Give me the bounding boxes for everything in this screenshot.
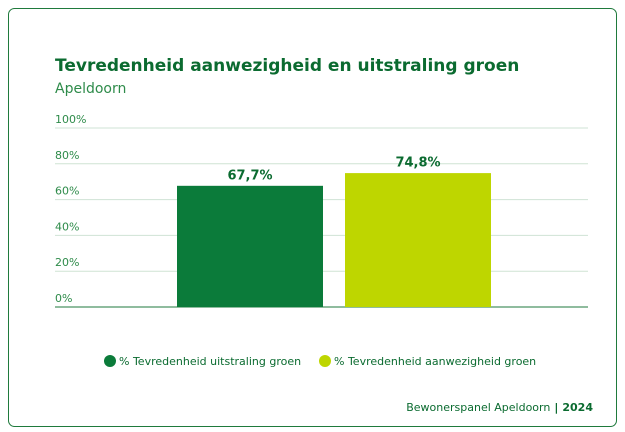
footer-year: 2024	[562, 401, 593, 414]
y-tick-label: 100%	[55, 113, 86, 126]
data-label: 67,7%	[227, 168, 272, 183]
footer-separator: |	[554, 401, 558, 414]
y-tick-label: 40%	[55, 220, 79, 233]
y-tick-label: 60%	[55, 185, 79, 198]
bar	[345, 173, 491, 307]
legend-label: % Tevredenheid uitstraling groen	[119, 355, 301, 368]
legend-marker	[319, 355, 331, 367]
y-tick-label: 0%	[55, 292, 72, 305]
legend-label: % Tevredenheid aanwezigheid groen	[334, 355, 536, 368]
data-label: 74,8%	[395, 156, 440, 171]
y-tick-label: 80%	[55, 149, 79, 162]
bar	[177, 185, 323, 307]
chart-title: Tevredenheid aanwezigheid en uitstraling…	[55, 56, 519, 76]
chart-subtitle: Apeldoorn	[55, 81, 126, 97]
footer-source: Bewonerspanel Apeldoorn	[406, 401, 550, 414]
legend-marker	[104, 355, 116, 367]
footer: Bewonerspanel Apeldoorn | 2024	[406, 401, 593, 414]
y-tick-label: 20%	[55, 256, 79, 269]
